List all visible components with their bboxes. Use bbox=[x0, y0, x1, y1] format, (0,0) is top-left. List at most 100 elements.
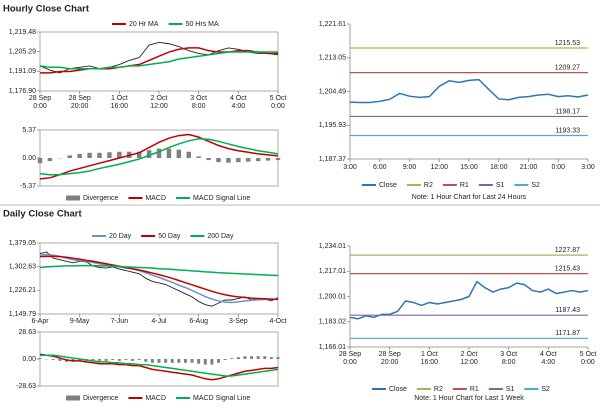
pivot-label: 1215.43 bbox=[555, 265, 580, 272]
y-tick-label: 1,221.61 bbox=[319, 21, 346, 28]
x-tick-label: 3:00 bbox=[581, 164, 595, 171]
pivot-label: 1171.87 bbox=[555, 330, 580, 337]
series-line bbox=[39, 255, 279, 301]
plot-frame bbox=[39, 242, 279, 315]
x-tick-label: 9-May bbox=[69, 318, 90, 325]
legend-label: 50 Hrs MA bbox=[186, 21, 219, 28]
x-tick-label: 4 Oct 4:00 bbox=[229, 95, 247, 110]
divergence-bar bbox=[124, 359, 128, 360]
series-line bbox=[39, 51, 278, 70]
divergence-bar bbox=[144, 359, 148, 362]
divergence-bar bbox=[203, 359, 207, 365]
divergence-bar bbox=[269, 357, 273, 359]
x-tick-label: 28 Sep 20:00 bbox=[68, 95, 91, 110]
series-line bbox=[40, 47, 278, 74]
y-tick-label: 5.37 bbox=[22, 127, 36, 134]
legend-label: S1 bbox=[506, 386, 515, 393]
divergence-bar bbox=[236, 357, 240, 359]
divergence-bar bbox=[104, 359, 108, 361]
divergence-bar bbox=[97, 152, 102, 158]
y-tick-label: 1,379.05 bbox=[9, 240, 36, 247]
x-tick-label: 3 Oct 8:00 bbox=[190, 95, 208, 110]
x-tick-label: 28 Sep 0:00 bbox=[28, 95, 52, 110]
legend-label: R2 bbox=[424, 182, 433, 189]
y-tick-label: 28.63 bbox=[18, 329, 36, 336]
series-line bbox=[349, 78, 589, 104]
divergence-bar bbox=[77, 153, 82, 158]
divergence-bar bbox=[276, 357, 280, 359]
legend-label: 20 Day bbox=[109, 233, 132, 240]
divergence-bar bbox=[164, 359, 168, 363]
divergence-bar bbox=[206, 158, 211, 161]
series-line bbox=[349, 280, 589, 320]
x-tick-label: 5 Oct 0:00 bbox=[579, 351, 597, 366]
x-tick-label: 6:00 bbox=[372, 164, 387, 171]
divergence-bar bbox=[170, 359, 174, 363]
divergence-bar bbox=[243, 356, 247, 359]
series-line bbox=[40, 354, 279, 377]
divergence-bar bbox=[265, 158, 271, 161]
chart-note: Note: 1 Hour Chart for Last 1 Week bbox=[414, 395, 524, 402]
y-tick-label: 1,191.09 bbox=[9, 68, 36, 75]
legend-label: MACD bbox=[145, 195, 166, 202]
legend-swatch bbox=[66, 395, 80, 401]
pivot-label: 1193.33 bbox=[555, 127, 580, 134]
legend-swatch bbox=[66, 195, 80, 201]
y-tick-label: 1,195.93 bbox=[319, 122, 346, 129]
divergence-bar bbox=[246, 158, 251, 162]
pivot-label: 1187.43 bbox=[555, 307, 580, 314]
y-tick-label: 1,183.02 bbox=[319, 319, 346, 326]
divergence-bar bbox=[111, 359, 115, 360]
y-tick-label: -28.63 bbox=[16, 383, 36, 390]
legend-label: R1 bbox=[470, 386, 479, 393]
divergence-bar bbox=[190, 359, 194, 363]
x-tick-label: 1 Oct 16:00 bbox=[110, 95, 129, 110]
divergence-bar bbox=[230, 358, 234, 359]
series-line bbox=[39, 253, 279, 304]
chart-note: Note: 1 Hour Chart for Last 24 Hours bbox=[412, 194, 527, 201]
x-tick-label: 4 Oct 4:00 bbox=[539, 351, 557, 366]
pivot-label: 1215.53 bbox=[555, 40, 580, 47]
x-tick-label: 28 Sep 0:00 bbox=[338, 351, 362, 366]
y-tick-label: 1,234.01 bbox=[319, 243, 346, 250]
divergence-bar bbox=[186, 151, 191, 158]
section-title: Daily Close Chart bbox=[3, 209, 82, 220]
divergence-bar bbox=[131, 359, 135, 361]
series-line bbox=[39, 137, 279, 176]
divergence-bar bbox=[217, 359, 220, 363]
x-tick-label: 2 Oct 12:00 bbox=[150, 95, 168, 110]
y-tick-label: 1,219.48 bbox=[9, 29, 36, 36]
x-tick-label: 3:00 bbox=[343, 164, 357, 171]
y-tick-label: 1,217.01 bbox=[319, 268, 346, 275]
divergence-bar bbox=[216, 158, 221, 163]
y-tick-label: 1,176.90 bbox=[9, 88, 36, 95]
x-tick-label: 28 Sep 20:00 bbox=[378, 351, 401, 366]
legend-label: 50 Day bbox=[158, 233, 181, 240]
x-tick-label: 3 Oct 8:00 bbox=[500, 351, 518, 366]
x-tick-label: 3-Sep bbox=[228, 318, 248, 325]
legend-label: Close bbox=[389, 386, 407, 393]
y-tick-label: 1,226.21 bbox=[9, 287, 36, 294]
x-tick-label: 4-Jul bbox=[151, 318, 167, 325]
legend-label: 200 Day bbox=[207, 233, 234, 240]
divergence-bar bbox=[176, 149, 182, 158]
y-tick-label: 1,187.37 bbox=[319, 156, 346, 163]
divergence-bar bbox=[196, 156, 201, 158]
y-tick-label: 1,166.01 bbox=[319, 344, 346, 351]
legend-label: MACD Signal Line bbox=[193, 195, 250, 202]
divergence-bar bbox=[117, 359, 121, 361]
legend-label: MACD bbox=[145, 395, 166, 402]
legend-label: S1 bbox=[496, 182, 505, 189]
divergence-bar bbox=[137, 359, 141, 360]
legend-label: R1 bbox=[460, 182, 469, 189]
series-line bbox=[39, 264, 279, 277]
legend-label: Divergence bbox=[83, 195, 119, 202]
y-tick-label: 1,302.63 bbox=[9, 264, 36, 271]
divergence-bar bbox=[117, 151, 122, 158]
x-tick-label: 18:00 bbox=[489, 164, 508, 171]
divergence-bar bbox=[87, 152, 92, 158]
y-tick-label: 1,205.29 bbox=[9, 49, 36, 56]
divergence-bar bbox=[136, 151, 142, 158]
